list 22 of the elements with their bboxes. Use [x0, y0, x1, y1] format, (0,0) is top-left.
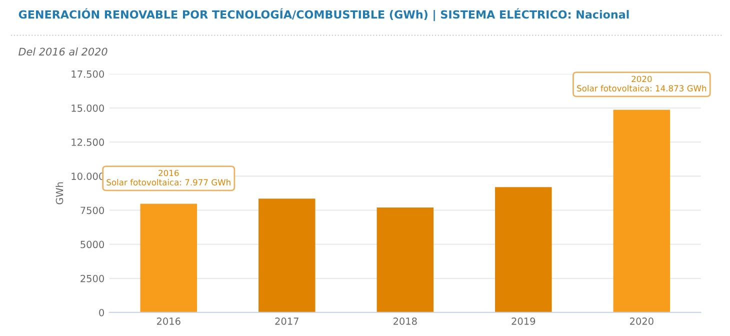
x-tick-label: 2016: [156, 318, 180, 325]
y-tick-label: 12.500: [72, 138, 104, 146]
bar: [140, 204, 198, 312]
annotation: 2020 Solar fotovoltaica: 14.873 GWh: [577, 76, 706, 92]
bar: [376, 208, 434, 312]
bar: [258, 198, 316, 312]
x-tick-label: 2019: [512, 318, 536, 325]
bar: [495, 187, 552, 312]
y-tick-label: 0: [99, 308, 104, 316]
annotation: 2016 Solar fotovoltaica: 7.977 GWh: [106, 170, 230, 186]
y-tick-label: 7500: [80, 206, 104, 214]
x-tick-label: 2018: [393, 318, 417, 325]
y-axis-title: GWh: [56, 182, 64, 204]
x-tick-label: 2020: [630, 318, 654, 325]
chart-title: GENERACIÓN RENOVABLE POR TECNOLOGÍA/COMBUSTIBLE (GWh) | SISTEMA ELÉCTRICO: Nacional: [18, 8, 629, 22]
x-tick-label: 2017: [275, 318, 298, 325]
y-tick-label: 17.500: [72, 70, 104, 78]
y-tick-label: 2500: [80, 274, 104, 282]
bar: [613, 110, 670, 312]
chart-subtitle: Del 2016 al 2020: [18, 48, 108, 56]
y-tick-label: 5000: [80, 240, 104, 248]
y-tick-label: 15.000: [72, 104, 104, 112]
